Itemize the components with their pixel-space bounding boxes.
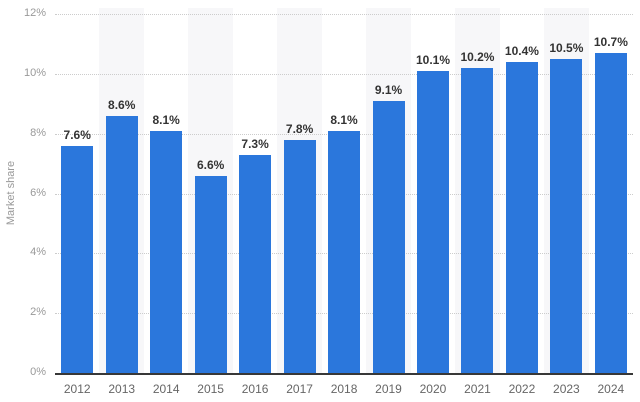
bar-2024[interactable] — [594, 52, 627, 373]
x-axis-label-2013: 2013 — [108, 382, 136, 396]
category-band-2015: 6.6% 2015 — [188, 8, 233, 396]
category-band-2021: 10.2% 2021 — [455, 8, 500, 396]
bar-2012[interactable] — [61, 145, 94, 373]
category-band-2017: 7.8% 2017 — [277, 8, 322, 396]
category-band-2019: 9.1% 2019 — [366, 8, 411, 396]
y-axis-tick-label: 0% — [30, 366, 46, 378]
bar-2014[interactable] — [150, 130, 183, 373]
bar-value-label-2020: 10.1% — [415, 52, 450, 67]
x-axis-label-2015: 2015 — [197, 382, 224, 396]
x-axis-label-2016: 2016 — [241, 382, 269, 396]
bar-value-label-2017: 7.8% — [285, 121, 314, 136]
category-band-2016: 7.3% 2016 — [233, 8, 277, 396]
category-band-2014: 8.1% 2014 — [144, 8, 188, 396]
bar-value-label-2024: 10.7% — [593, 34, 628, 49]
bar-value-label-2019: 9.1% — [374, 82, 403, 97]
bar-value-label-2016: 7.3% — [241, 136, 269, 151]
bar-value-label-2014: 8.1% — [152, 112, 180, 127]
x-axis-label-2021: 2021 — [464, 382, 491, 396]
x-axis-label-2023: 2023 — [553, 382, 580, 396]
x-axis-label-2020: 2020 — [419, 382, 447, 396]
bar-value-label-2021: 10.2% — [460, 49, 495, 64]
category-band-2018: 8.1% 2018 — [322, 8, 366, 396]
bar-value-label-2013: 8.6% — [108, 97, 136, 112]
y-axis-tick-label: 2% — [30, 306, 46, 319]
y-axis-tick-label: 12% — [23, 7, 46, 19]
category-band-2024: 10.7% 2024 — [589, 8, 633, 396]
bar-2013[interactable] — [105, 115, 138, 373]
x-axis-label-2022: 2022 — [508, 382, 536, 396]
gridline-12% — [55, 14, 633, 15]
bar-value-label-2012: 7.6% — [63, 127, 91, 142]
bar-2022[interactable] — [505, 61, 538, 373]
bar-value-label-2015: 6.6% — [196, 157, 225, 172]
x-axis-label-2017: 2017 — [286, 382, 313, 396]
x-axis-label-2018: 2018 — [330, 382, 358, 396]
bar-2023[interactable] — [550, 58, 583, 373]
category-band-2012: 7.6% 2012 — [55, 8, 99, 396]
category-band-2020: 10.1% 2020 — [411, 8, 455, 396]
category-band-2013: 8.6% 2013 — [99, 8, 144, 396]
bar-2017[interactable] — [283, 139, 316, 373]
bar-value-label-2022: 10.4% — [504, 43, 539, 58]
x-axis-label-2012: 2012 — [63, 382, 91, 396]
category-band-2023: 10.5% 2023 — [544, 8, 589, 396]
y-axis-tick-label: 6% — [30, 186, 46, 199]
x-axis-label-2024: 2024 — [597, 382, 625, 396]
bar-2015[interactable] — [194, 175, 227, 373]
plot-area: 7.6% 2012 8.6% 2013 8.1% 2014 6.6% 2015 7.3% 2016… — [55, 8, 633, 396]
x-axis-label-2019: 2019 — [375, 382, 402, 396]
y-axis-tick-label: 10% — [23, 66, 46, 79]
y-axis-tick-label: 8% — [30, 126, 46, 139]
bar-2016[interactable] — [239, 154, 272, 373]
category-band-2022: 10.4% 2022 — [500, 8, 544, 396]
gridline-10% — [55, 73, 633, 75]
bar-2021[interactable] — [461, 67, 494, 373]
bar-value-label-2023: 10.5% — [549, 40, 584, 55]
bar-2020[interactable] — [416, 70, 449, 373]
bar-2018[interactable] — [328, 130, 361, 373]
y-axis-tick-label: 4% — [30, 246, 46, 259]
bar-value-label-2018: 8.1% — [330, 112, 358, 127]
x-axis-label-2014: 2014 — [152, 382, 180, 396]
bar-2019[interactable] — [372, 100, 405, 373]
